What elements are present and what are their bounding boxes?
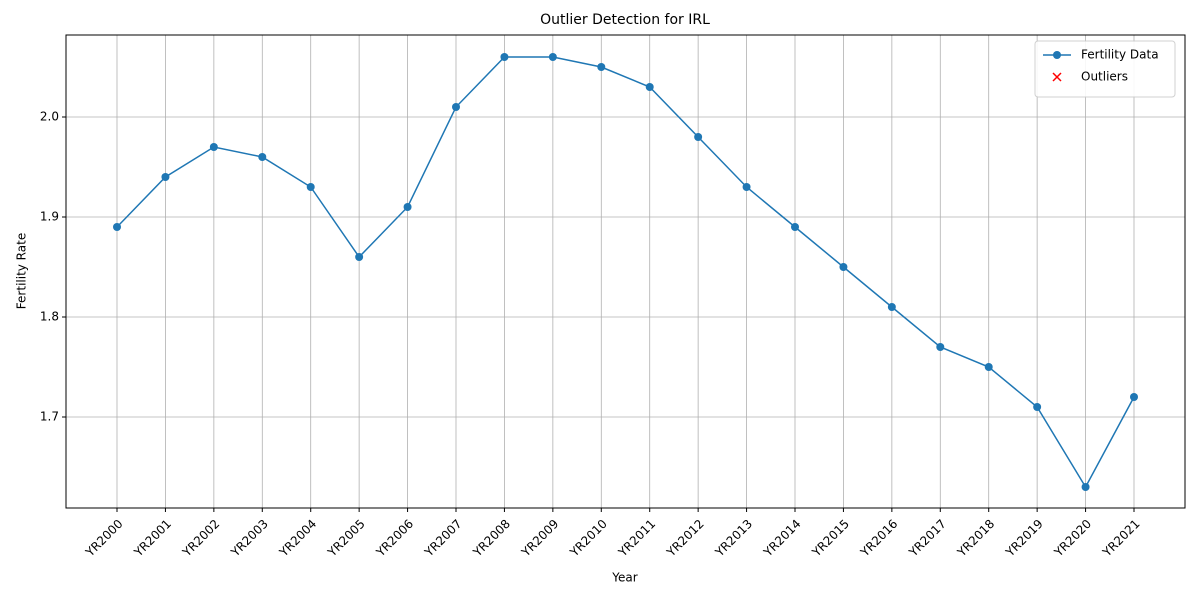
x-tick-label: YR2006 (373, 517, 416, 560)
y-tick-label: 1.8 (40, 310, 59, 324)
x-tick-label: YR2000 (82, 517, 125, 560)
x-tick-label: YR2007 (421, 517, 464, 560)
x-axis-label: Year (611, 571, 637, 585)
marker (742, 183, 751, 191)
x-tick-label: YR2015 (809, 517, 852, 560)
legend-label: Fertility Data (1081, 48, 1159, 62)
marker (1081, 483, 1090, 491)
marker (887, 303, 896, 311)
marker (694, 133, 703, 141)
marker (984, 363, 993, 371)
marker (1130, 393, 1138, 401)
marker (113, 223, 121, 231)
y-axis-label: Fertility Rate (15, 233, 29, 309)
x-tick-label: YR2017 (906, 517, 949, 560)
x-tick-label: YR2014 (760, 517, 803, 560)
x-tick-label: YR2005 (324, 517, 367, 560)
marker (597, 63, 606, 71)
x-tick-label: YR2004 (276, 517, 319, 560)
marker (1053, 51, 1061, 59)
marker-x (1052, 72, 1062, 82)
marker (839, 263, 848, 271)
marker (209, 143, 218, 151)
x-tick-label: YR2012 (663, 517, 706, 560)
x-tick-label: YR2019 (1002, 517, 1045, 560)
marker (452, 103, 460, 111)
marker (791, 223, 799, 231)
marker (1033, 403, 1042, 411)
marker (500, 53, 509, 61)
x-tick-label: YR2018 (954, 517, 997, 560)
marker (355, 253, 364, 261)
x-tick-label: YR2001 (131, 517, 174, 560)
y-tick-label: 1.7 (40, 410, 59, 424)
legend: Fertility Data Outliers (1034, 40, 1176, 98)
x-tick-label: YR2009 (518, 517, 561, 560)
chart-title: Outlier Detection for IRL (540, 12, 710, 28)
x-tick-label: YR2002 (179, 517, 222, 560)
marker (258, 153, 267, 161)
marker (306, 183, 315, 191)
marker (161, 173, 170, 181)
plot-frame (65, 34, 1186, 509)
y-tick-label: 1.9 (40, 210, 59, 224)
x-tick-label: YR2021 (1099, 517, 1142, 560)
x-tick-label: YR2008 (470, 517, 513, 560)
y-tick-label: 2.0 (40, 110, 59, 124)
marker (403, 203, 412, 211)
x-tick-label: YR2013 (712, 517, 755, 560)
x-tick-label: YR2011 (615, 517, 658, 560)
marker (645, 83, 654, 91)
x-tick-label: YR2016 (857, 517, 900, 560)
x-tick-label: YR2010 (567, 517, 610, 560)
marker (1052, 72, 1062, 82)
x-tick-label: YR2020 (1051, 517, 1094, 560)
line (116, 56, 1135, 489)
x-tick-label: YR2003 (228, 517, 271, 560)
legend-label: Outliers (1081, 70, 1128, 84)
marker (936, 343, 945, 351)
marker (548, 53, 557, 61)
